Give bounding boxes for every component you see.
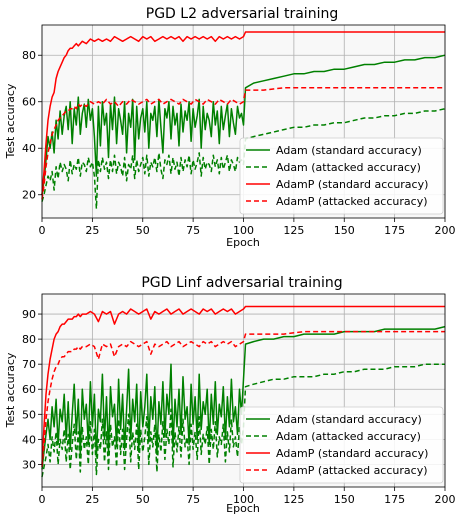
x-tick-label: 0 (39, 224, 46, 237)
y-tick-label: 60 (22, 383, 36, 396)
chart-2-xlabel: Epoch (226, 502, 260, 515)
series-line-1 (41, 107, 446, 210)
y-tick-label: 30 (22, 458, 36, 471)
legend-label: Adam (standard accuracy) (276, 144, 422, 157)
x-tick-label: 75 (186, 493, 200, 506)
x-tick-label: 25 (85, 224, 99, 237)
chart-pgd-l2: PGD L2 adversarial training 0 25 50 75 100 12… (4, 6, 456, 249)
chart-2-lines (41, 305, 446, 478)
chart-2-title: PGD Linf adversarial training (141, 275, 342, 291)
legend-label: AdamP (standard accuracy) (276, 178, 428, 191)
y-tick-label: 20 (22, 189, 36, 202)
series-line-3 (41, 330, 445, 467)
legend-label: Adam (attacked accuracy) (276, 430, 421, 443)
x-tick-label: 200 (435, 493, 456, 506)
chart-1-lines (41, 31, 446, 210)
x-tick-label: 200 (435, 224, 456, 237)
y-tick-label: 40 (22, 433, 36, 446)
x-tick-label: 0 (39, 493, 46, 506)
x-tick-label: 25 (85, 493, 99, 506)
chart-2-y-ticks: 30 40 50 60 70 80 90 (22, 308, 42, 471)
x-tick-label: 150 (334, 493, 355, 506)
x-tick-label: 50 (136, 493, 150, 506)
legend-label: AdamP (attacked accuracy) (276, 464, 428, 477)
chart-1-legend: Adam (standard accuracy) Adam (attacked a… (239, 137, 444, 215)
x-tick-label: 175 (384, 493, 405, 506)
chart-1-title: PGD L2 adversarial training (146, 6, 338, 22)
x-tick-label: 100 (233, 224, 254, 237)
x-tick-label: 100 (233, 493, 254, 506)
series-line-2 (41, 31, 445, 195)
y-tick-label: 70 (22, 358, 36, 371)
series-line-0 (41, 325, 446, 470)
legend-box (239, 137, 444, 215)
chart-2-ylabel: Test accuracy (4, 352, 17, 428)
x-tick-label: 125 (283, 224, 304, 237)
legend-label: AdamP (attacked accuracy) (276, 195, 428, 208)
chart-1-x-ticks: 0 25 50 75 100 125 150 175 200 (39, 218, 456, 237)
series-line-2 (41, 305, 445, 465)
chart-1-y-ticks: 20 40 60 80 (22, 49, 42, 202)
y-tick-label: 80 (22, 333, 36, 346)
legend-label: Adam (attacked accuracy) (276, 161, 421, 174)
x-tick-label: 75 (186, 224, 200, 237)
chart-2-x-ticks: 0 25 50 75 100 125 150 175 200 (39, 487, 456, 506)
x-tick-label: 50 (136, 224, 150, 237)
x-tick-label: 150 (334, 224, 355, 237)
y-tick-label: 90 (22, 308, 36, 321)
y-tick-label: 50 (22, 408, 36, 421)
series-line-1 (41, 363, 445, 478)
y-tick-label: 80 (22, 49, 36, 62)
chart-pgd-linf: PGD Linf adversarial training 0 25 50 75 100… (4, 275, 456, 515)
legend-label: AdamP (standard accuracy) (276, 447, 428, 460)
x-tick-label: 125 (283, 493, 304, 506)
y-tick-label: 60 (22, 96, 36, 109)
legend-box (239, 406, 444, 484)
chart-1-ylabel: Test accuracy (4, 83, 17, 159)
chart-1-xlabel: Epoch (226, 236, 260, 249)
series-line-3 (41, 87, 445, 200)
legend-label: Adam (standard accuracy) (276, 413, 422, 426)
x-tick-label: 175 (384, 224, 405, 237)
chart-2-legend: Adam (standard accuracy) Adam (attacked a… (239, 406, 444, 484)
y-tick-label: 40 (22, 142, 36, 155)
